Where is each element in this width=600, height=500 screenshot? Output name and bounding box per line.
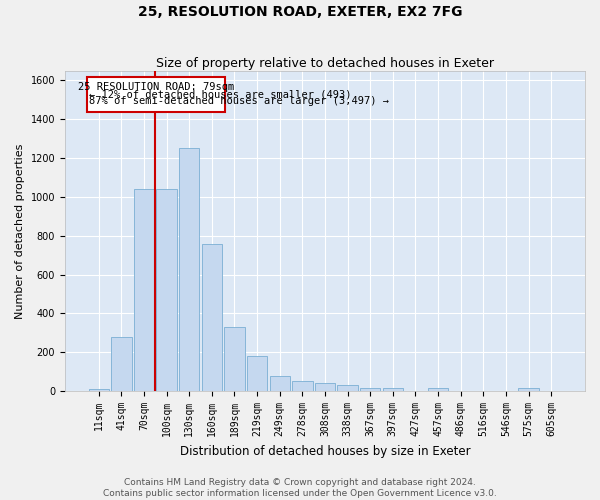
X-axis label: Distribution of detached houses by size in Exeter: Distribution of detached houses by size … <box>179 444 470 458</box>
Bar <box>428 388 448 391</box>
Bar <box>247 356 267 391</box>
Text: ← 12% of detached houses are smaller (493): ← 12% of detached houses are smaller (49… <box>89 90 352 100</box>
Text: 25 RESOLUTION ROAD: 79sqm: 25 RESOLUTION ROAD: 79sqm <box>78 82 235 92</box>
Bar <box>224 327 245 391</box>
Bar <box>179 148 199 391</box>
Y-axis label: Number of detached properties: Number of detached properties <box>15 143 25 318</box>
Bar <box>269 376 290 391</box>
Bar <box>292 382 313 391</box>
Bar <box>360 388 380 391</box>
Bar <box>383 388 403 391</box>
Bar <box>315 384 335 391</box>
Title: Size of property relative to detached houses in Exeter: Size of property relative to detached ho… <box>156 56 494 70</box>
Bar <box>518 388 539 391</box>
Bar <box>134 189 154 391</box>
Text: 87% of semi-detached houses are larger (3,497) →: 87% of semi-detached houses are larger (… <box>89 96 389 106</box>
Bar <box>337 386 358 391</box>
Bar <box>157 189 177 391</box>
Bar <box>89 390 109 391</box>
FancyBboxPatch shape <box>88 77 226 112</box>
Bar <box>111 337 131 391</box>
Text: 25, RESOLUTION ROAD, EXETER, EX2 7FG: 25, RESOLUTION ROAD, EXETER, EX2 7FG <box>138 5 462 19</box>
Text: Contains HM Land Registry data © Crown copyright and database right 2024.
Contai: Contains HM Land Registry data © Crown c… <box>103 478 497 498</box>
Bar <box>202 244 222 391</box>
